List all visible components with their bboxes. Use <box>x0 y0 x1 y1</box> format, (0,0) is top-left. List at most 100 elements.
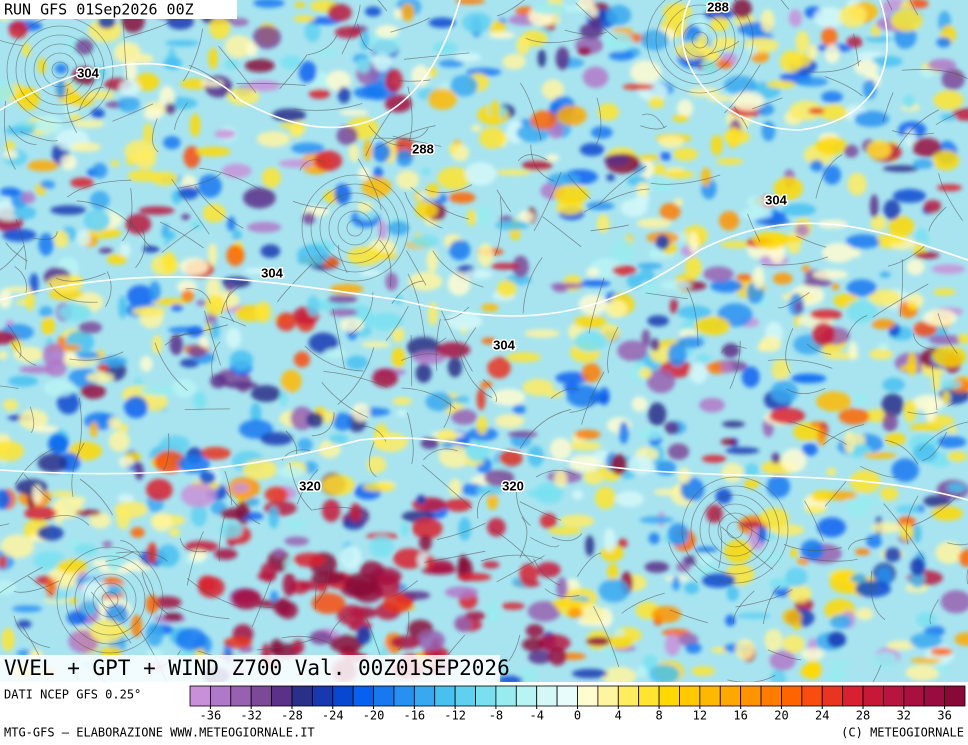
vvel-blob <box>731 91 765 111</box>
vvel-blob <box>289 125 303 138</box>
vvel-blob <box>48 433 69 455</box>
vvel-blob <box>650 338 660 352</box>
vvel-blob <box>567 607 583 619</box>
vvel-blob <box>846 498 883 506</box>
vvel-blob <box>794 301 803 313</box>
vvel-blob <box>795 223 810 237</box>
vvel-blob <box>732 0 752 19</box>
streamline <box>11 342 37 366</box>
streamline <box>171 324 228 338</box>
vortex <box>699 494 771 566</box>
vvel-blob <box>871 521 902 533</box>
vvel-blob <box>752 231 788 250</box>
vvel-blob <box>710 279 744 293</box>
streamline <box>404 192 443 229</box>
streamline <box>522 257 543 314</box>
vvel-blob <box>31 425 59 433</box>
streamline <box>583 188 650 213</box>
vvel-blob <box>946 482 967 493</box>
vvel-blob <box>425 183 440 198</box>
streamline <box>56 272 106 282</box>
vvel-blob <box>537 49 547 68</box>
vvel-blob <box>0 489 11 510</box>
vvel-blob <box>801 265 811 273</box>
vvel-blob <box>868 289 902 307</box>
vvel-blob <box>448 239 471 261</box>
streamline <box>279 54 308 90</box>
vvel-blob <box>77 229 91 247</box>
vvel-blob <box>699 397 725 413</box>
streamline <box>886 0 893 11</box>
vvel-blob <box>205 295 226 316</box>
vvel-blob <box>847 172 867 196</box>
vvel-blob <box>29 273 39 294</box>
vvel-blob <box>486 599 501 624</box>
vvel-blob <box>638 154 660 162</box>
streamline <box>733 106 748 130</box>
streamline <box>368 125 406 146</box>
colorbar-tick-label: -12 <box>444 709 466 723</box>
streamline <box>508 634 521 662</box>
vvel-blob <box>117 96 141 113</box>
streamline <box>822 424 865 445</box>
vvel-blob <box>735 639 755 660</box>
streamline <box>251 571 275 628</box>
vortex <box>690 485 780 575</box>
vvel-blob <box>481 337 496 345</box>
colorbar-tick-label: -16 <box>403 709 425 723</box>
vvel-blob <box>428 17 456 28</box>
vvel-blob <box>140 355 153 372</box>
vvel-blob <box>56 390 80 415</box>
streamline <box>112 103 154 122</box>
colorbar-swatch <box>903 685 925 707</box>
vvel-blob <box>2 286 38 293</box>
vvel-blob <box>333 412 353 431</box>
vvel-blob <box>512 255 529 279</box>
vvel-blob <box>302 212 316 225</box>
streamline <box>375 125 436 150</box>
vvel-blob <box>530 110 557 131</box>
streamline <box>368 441 377 478</box>
streamline <box>477 490 491 519</box>
vvel-blob <box>723 129 750 145</box>
contour-line <box>681 0 888 131</box>
vvel-blob <box>38 232 54 256</box>
vvel-blob <box>650 177 674 193</box>
vvel-blob <box>507 430 538 438</box>
vvel-blob <box>58 302 92 322</box>
vvel-blob <box>250 385 281 403</box>
vvel-blob <box>639 367 653 379</box>
streamline <box>115 551 168 562</box>
vvel-blob <box>905 664 940 681</box>
vvel-blob <box>744 478 760 489</box>
vvel-blob <box>156 544 180 568</box>
vvel-blob <box>589 16 601 30</box>
vvel-blob <box>923 199 942 214</box>
vvel-blob <box>197 174 222 198</box>
vvel-blob <box>105 585 122 596</box>
vvel-blob <box>648 532 660 545</box>
vvel-blob <box>936 184 963 192</box>
vvel-blob <box>208 47 218 70</box>
colorbar-tick-label: 20 <box>774 709 788 723</box>
vvel-blob <box>664 421 680 435</box>
caption-box <box>0 655 500 682</box>
vvel-blob <box>586 636 611 646</box>
vvel-blob <box>678 467 691 484</box>
vvel-blob <box>545 390 564 398</box>
vvel-blob <box>574 429 601 440</box>
vvel-blob <box>771 452 781 464</box>
streamline <box>804 500 824 542</box>
streamline <box>872 664 882 682</box>
vvel-blob <box>854 110 890 127</box>
colorbar-tick-label: -20 <box>363 709 385 723</box>
vvel-blob <box>392 397 412 406</box>
streamline <box>357 23 373 51</box>
source-label: DATI NCEP GFS 0.25° <box>4 688 141 702</box>
colorbar-swatch <box>944 685 966 707</box>
vvel-blob <box>590 126 613 139</box>
contour-line <box>0 222 968 317</box>
streamline <box>321 381 369 418</box>
streamline <box>721 526 774 570</box>
vvel-blob <box>685 642 702 654</box>
